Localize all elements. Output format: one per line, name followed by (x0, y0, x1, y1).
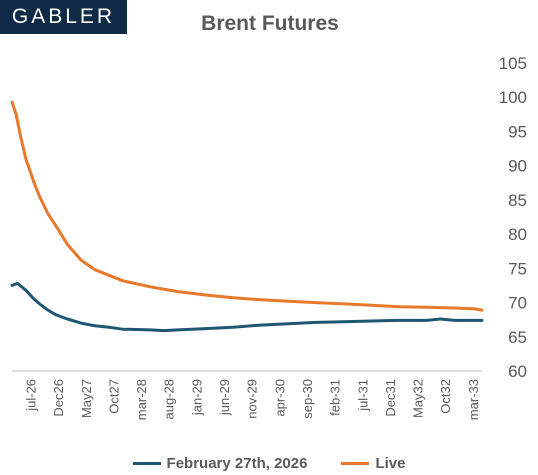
legend: February 27th, 2026 Live (0, 452, 538, 474)
gabler-logo: GABLER (0, 0, 127, 34)
y-tick-label: 75 (508, 259, 527, 278)
x-tick-label: sep-30 (300, 379, 315, 419)
chart-title: Brent Futures (201, 12, 339, 35)
y-tick-label: 80 (508, 225, 527, 244)
legend-item-february-27th-2026: February 27th, 2026 (132, 454, 308, 472)
y-tick-label: 85 (508, 191, 527, 210)
y-tick-label: 100 (499, 88, 527, 107)
x-tick-label: aug-28 (162, 379, 177, 419)
y-axis-ticks: 60 65 70 75 80 85 90 95 100 105 (499, 54, 527, 381)
series-line-0 (10, 281, 484, 333)
x-tick-label: nov-29 (245, 379, 260, 419)
legend-item-live: Live (341, 455, 405, 472)
y-tick-label: 65 (508, 328, 527, 347)
x-tick-label: jul-26 (24, 379, 39, 412)
x-tick-label: feb-31 (328, 379, 343, 416)
x-tick-label: mar-28 (134, 379, 149, 420)
x-tick-label: May32 (411, 379, 426, 418)
legend-label-february: February 27th, 2026 (166, 454, 308, 472)
x-tick-label: Dec26 (51, 379, 66, 417)
y-tick-label: 95 (508, 122, 527, 141)
legend-label-live: Live (375, 454, 406, 472)
x-tick-label: jun-29 (217, 379, 232, 416)
legend-swatch-live (341, 461, 370, 465)
x-tick-label: Oct27 (106, 379, 121, 414)
x-tick-label: jul-31 (355, 379, 370, 412)
series-line-1 (10, 100, 484, 312)
logo-text: GABLER (11, 5, 116, 28)
y-tick-label: 105 (499, 54, 527, 73)
legend-swatch-february (132, 461, 161, 465)
y-tick-label: 60 (508, 362, 527, 381)
y-tick-label: 90 (508, 157, 527, 176)
series-lines (10, 100, 484, 333)
x-tick-label: apr-30 (272, 379, 287, 417)
x-tick-label: Dec31 (383, 379, 398, 417)
x-tick-label: jan-29 (189, 379, 204, 416)
y-tick-label: 70 (508, 294, 527, 313)
brent-futures-chart: 60 65 70 75 80 85 90 95 100 105 jul-26 Dec26 May27 O… (10, 54, 527, 420)
x-tick-label: Oct32 (438, 379, 453, 414)
x-axis-ticks: jul-26 Dec26 May27 Oct27 mar-28 aug-28 jan-29 j… (24, 379, 481, 420)
x-tick-label: mar-33 (466, 379, 481, 420)
x-tick-label: May27 (79, 379, 94, 418)
